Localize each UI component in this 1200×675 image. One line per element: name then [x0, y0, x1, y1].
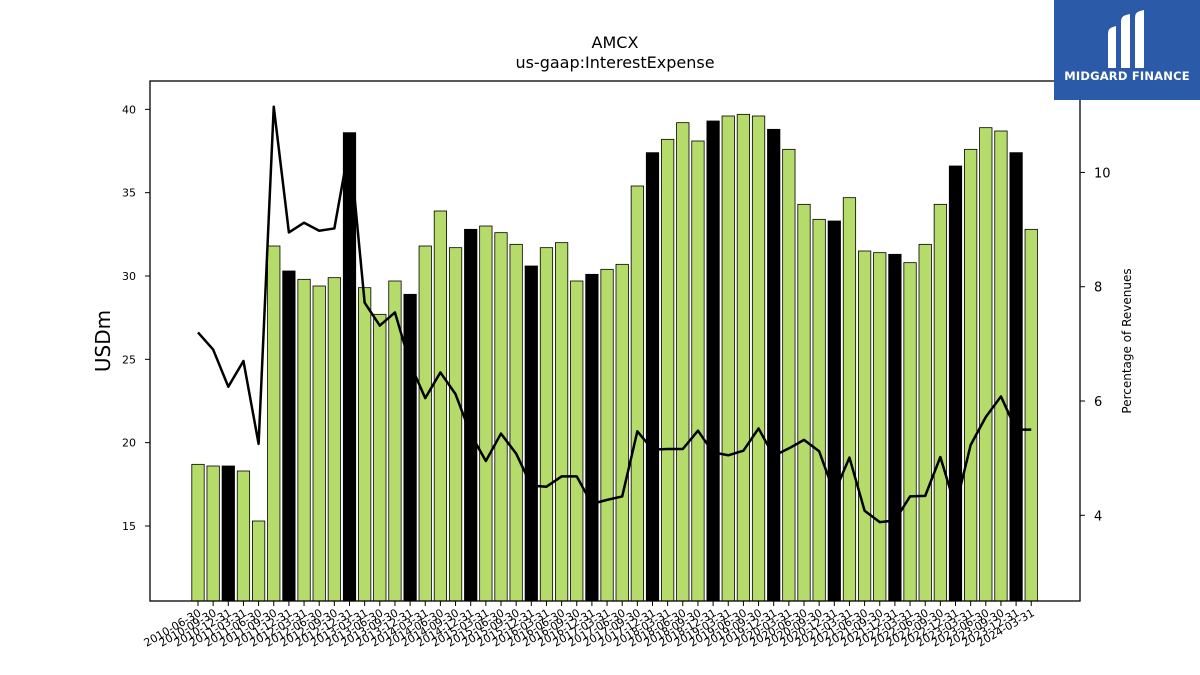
y-axis-label: USDm	[91, 310, 115, 372]
chart-subtitle: us-gaap:InterestExpense	[515, 53, 714, 72]
bar	[433, 210, 448, 602]
x-axis-ticks: 2010-06-302010-09-302010-12-312011-03-31…	[142, 601, 1037, 650]
bar	[312, 285, 326, 602]
bar	[721, 115, 735, 602]
bar	[236, 470, 251, 602]
bar	[691, 140, 705, 602]
bar	[464, 228, 478, 602]
bar	[873, 252, 887, 602]
bar	[645, 152, 660, 602]
y-tick-label: 35	[122, 187, 136, 200]
bar	[1009, 152, 1023, 602]
bar	[933, 203, 947, 602]
bar	[888, 253, 902, 602]
bar	[1024, 228, 1038, 602]
midgard-finance-logo: MIDGARD FINANCE	[1054, 0, 1200, 100]
bar	[267, 245, 281, 602]
logo-mark-icon	[1108, 10, 1144, 68]
bar	[494, 232, 508, 602]
y-tick-label: 15	[122, 520, 136, 533]
bar	[358, 287, 372, 602]
bar	[661, 138, 675, 602]
bar	[206, 465, 220, 602]
bar	[751, 115, 766, 602]
bar	[251, 520, 266, 602]
bar	[676, 122, 690, 602]
y2-tick-label: 6	[1094, 395, 1102, 410]
pct-revenue-line	[197, 105, 1032, 524]
y-tick-label: 20	[122, 437, 136, 450]
bar	[994, 130, 1008, 602]
bar	[858, 250, 872, 602]
bar	[373, 313, 387, 602]
bar	[948, 165, 963, 602]
bar	[964, 148, 978, 602]
bar	[782, 148, 796, 602]
plot-frame	[149, 80, 1081, 602]
bar	[570, 280, 584, 602]
bar	[403, 293, 417, 602]
logo-text: MIDGARD FINANCE	[1064, 69, 1190, 83]
bar	[706, 120, 720, 602]
bar	[600, 268, 614, 602]
bar	[221, 465, 235, 602]
bar	[418, 245, 432, 602]
bar	[555, 242, 569, 602]
bar	[585, 273, 599, 602]
bar	[327, 277, 341, 602]
y2-tick-label: 4	[1094, 509, 1102, 524]
bar	[979, 127, 993, 602]
y-tick-label: 30	[122, 270, 136, 283]
bar	[479, 225, 493, 602]
line-series	[197, 105, 1032, 524]
bar	[615, 263, 629, 602]
bar	[297, 278, 311, 602]
bar	[797, 203, 811, 602]
bar	[342, 132, 357, 602]
bar	[812, 218, 826, 602]
bar	[630, 185, 644, 602]
bar	[842, 197, 857, 602]
bar	[918, 243, 932, 602]
bar	[539, 247, 554, 602]
bar	[191, 463, 205, 602]
bar	[282, 270, 296, 602]
y2-tick-label: 10	[1094, 166, 1111, 181]
bar	[827, 220, 841, 602]
y2-tick-label: 8	[1094, 281, 1102, 296]
bar	[767, 128, 781, 602]
y-tick-label: 25	[122, 353, 136, 366]
bar	[736, 113, 751, 602]
bar	[524, 265, 538, 602]
left-axis-ticks: 15 20 25 30 35 40	[122, 103, 150, 533]
bar	[509, 243, 523, 602]
y-tick-label: 40	[122, 103, 136, 116]
right-axis-ticks: 4 6 8 10	[1080, 166, 1111, 524]
bar-series	[191, 113, 1038, 602]
bar	[448, 247, 463, 602]
chart-title: AMCX	[592, 33, 639, 52]
bar	[903, 262, 917, 602]
y2-axis-label: Percentage of Revenues	[1120, 268, 1134, 413]
